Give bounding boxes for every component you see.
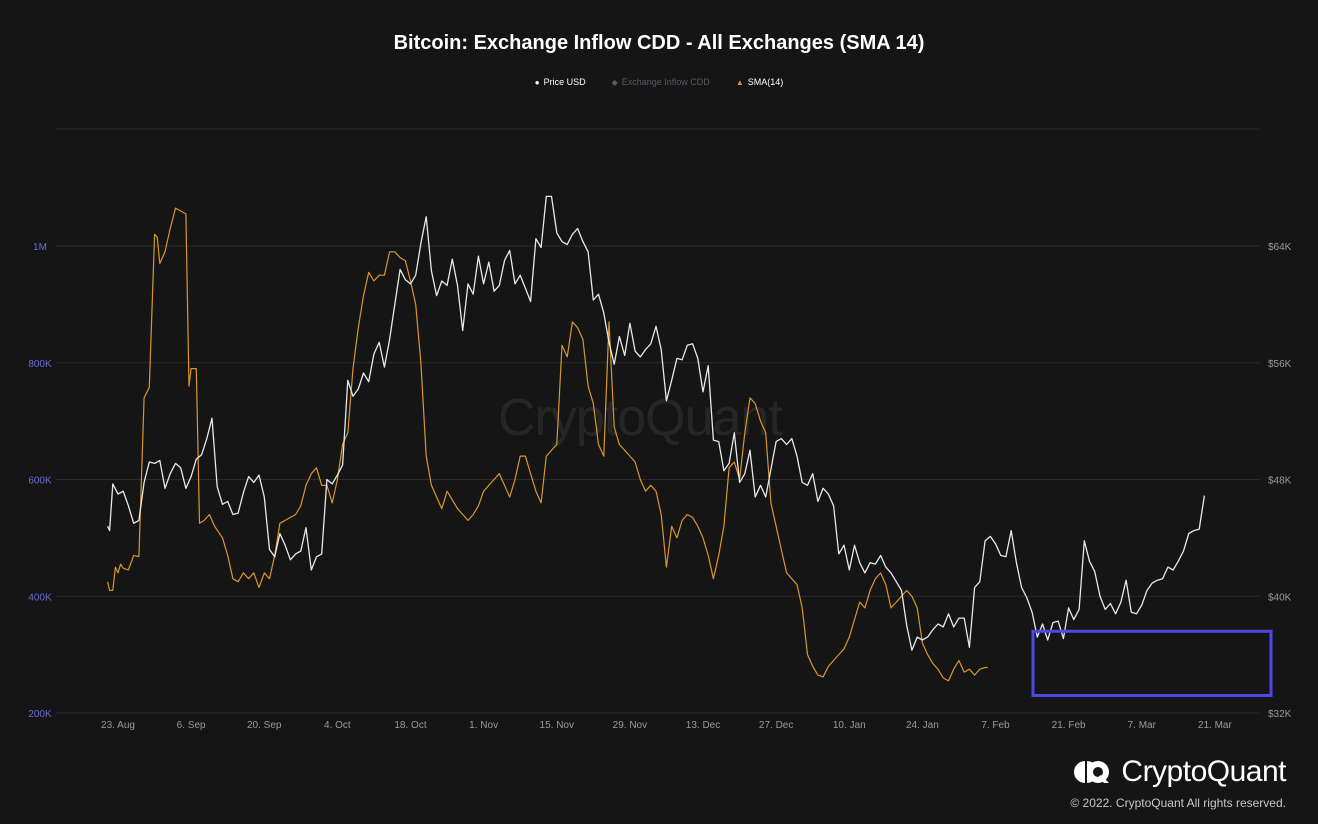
highlight-box [1031, 629, 1273, 697]
x-axis-tick-label: 29. Nov [613, 720, 647, 731]
legend-item-exchange-inflow-cdd[interactable]: ◆ Exchange Inflow CDD [612, 77, 710, 87]
x-axis-tick-label: 4. Oct [324, 720, 351, 731]
annotations [1031, 629, 1273, 697]
x-axis-tick-label: 15. Nov [540, 720, 574, 731]
right-axis-tick-label: $64K [1268, 242, 1292, 253]
left-axis-tick-label: 400K [28, 592, 52, 603]
x-axis-tick-label: 21. Mar [1198, 720, 1233, 731]
right-axis-tick-label: $32K [1268, 709, 1292, 720]
right-axis-tick-label: $48K [1268, 476, 1292, 487]
x-axis-tick-label: 27. Dec [759, 720, 793, 731]
x-axis-ticks: 23. Aug 6. Sep 20. Sep 4. Oct 18. Oct 1. Nov 1… [101, 720, 1232, 731]
chart-title: Bitcoin: Exchange Inflow CDD - All Excha… [393, 32, 925, 54]
right-axis-tick-label: $56K [1268, 359, 1292, 370]
x-axis-tick-label: 6. Sep [177, 720, 206, 731]
left-axis-tick-label: 600K [28, 476, 52, 487]
left-axis-tick-label: 200K [28, 709, 52, 720]
sma14-line [107, 207, 988, 682]
legend-item-sma14[interactable]: ▲ SMA(14) [736, 77, 783, 87]
triangle-marker-icon: ▲ [735, 77, 744, 87]
x-axis-tick-label: 23. Aug [101, 720, 135, 731]
x-axis-tick-label: 21. Feb [1052, 720, 1086, 731]
legend-label-exchange-inflow-cdd: Exchange Inflow CDD [621, 77, 710, 87]
x-axis-tick-label: 20. Sep [247, 720, 282, 731]
brand-name: CryptoQuant [1121, 755, 1286, 788]
circle-marker-icon: ● [534, 77, 540, 87]
gridlines [56, 245, 1260, 714]
legend-item-price[interactable]: ● Price USD [535, 77, 586, 87]
legend-label-sma14: SMA(14) [747, 77, 784, 87]
x-axis-tick-label: 10. Jan [833, 720, 866, 731]
legend-label-price: Price USD [543, 77, 586, 87]
brand: CryptoQuant [1073, 755, 1286, 789]
left-axis-tick-label: 1M [33, 242, 47, 253]
x-axis-tick-label: 24. Jan [906, 720, 939, 731]
right-axis-tick-label: $40K [1268, 592, 1292, 603]
left-axis-tick-label: 800K [28, 359, 52, 370]
price-usd-line [107, 195, 1206, 651]
diamond-marker-icon: ◆ [611, 77, 618, 87]
x-axis-tick-label: 7. Mar [1128, 720, 1157, 731]
series-lines [107, 195, 1206, 682]
x-axis-tick-label: 13. Dec [686, 720, 720, 731]
right-axis-ticks: $32K $40K $48K $56K $64K [1268, 242, 1292, 720]
x-axis-tick-label: 7. Feb [981, 720, 1010, 731]
copyright-text: © 2022. CryptoQuant All rights reserved. [1070, 796, 1286, 810]
cryptoquant-logo-icon [1074, 761, 1110, 783]
left-axis-ticks: 200K 400K 600K 800K 1M [28, 242, 52, 720]
x-axis-tick-label: 18. Oct [394, 720, 426, 731]
legend: ● Price USD ◆ Exchange Inflow CDD ▲ SMA(… [0, 77, 1318, 87]
x-axis-tick-label: 1. Nov [469, 720, 498, 731]
